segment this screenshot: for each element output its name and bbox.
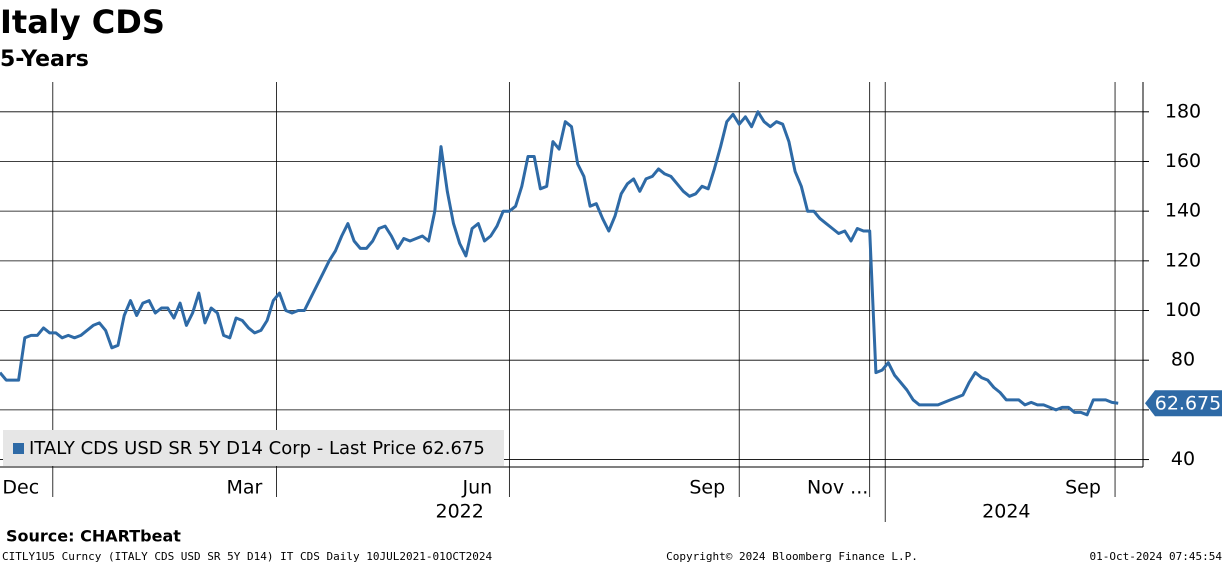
y-tick-label: 100 <box>1165 299 1201 321</box>
footer-right: 01-Oct-2024 07:45:54 <box>1090 550 1223 563</box>
x-year-label: 2024 <box>982 501 1030 523</box>
y-tick-label: 80 <box>1171 349 1195 371</box>
y-tick-label: 160 <box>1165 150 1201 172</box>
y-tick-label: 120 <box>1165 249 1201 271</box>
x-year-label: 2022 <box>436 501 484 523</box>
legend-swatch <box>13 443 24 454</box>
legend-box <box>3 430 504 466</box>
x-tick-label: Dec <box>2 477 39 499</box>
legend-label: ITALY CDS USD SR 5Y D14 Corp - Last Pric… <box>29 438 485 459</box>
y-tick-label: 180 <box>1165 100 1201 122</box>
y-tick-label: 140 <box>1165 200 1201 222</box>
data-line <box>0 110 1119 417</box>
chart-title: Italy CDS <box>0 3 165 41</box>
x-tick-label: Sep <box>1065 477 1101 499</box>
footer-center: Copyright© 2024 Bloomberg Finance L.P. <box>666 550 918 563</box>
x-tick-label: Nov ... <box>807 477 868 499</box>
footer-left: CITLY1U5 Curncy (ITALY CDS USD SR 5Y D14… <box>2 550 492 563</box>
y-tick-label: 40 <box>1171 448 1195 470</box>
x-tick-label: Mar <box>227 477 263 499</box>
source: Source: CHARTbeat <box>6 527 181 546</box>
last-price-label: 62.675 <box>1155 393 1221 415</box>
x-tick-label: Jun <box>462 477 493 499</box>
chart-subtitle: 5-Years <box>0 47 89 72</box>
x-tick-label: Sep <box>689 477 725 499</box>
last-price-tag <box>1145 390 1222 417</box>
